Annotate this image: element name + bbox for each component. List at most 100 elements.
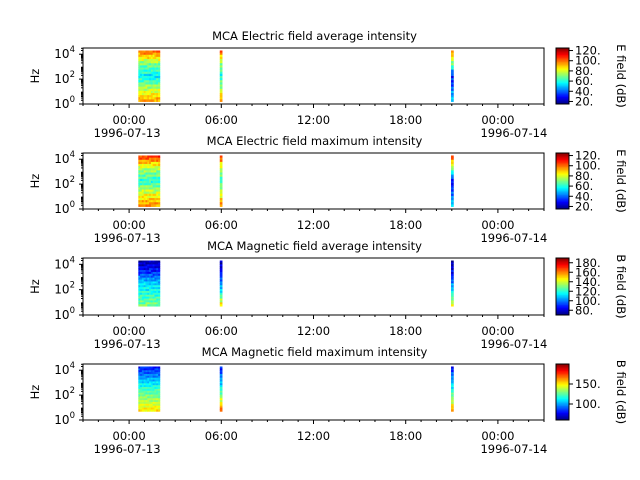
heat-cell bbox=[143, 185, 146, 188]
heat-cell bbox=[143, 264, 146, 267]
heat-cell bbox=[145, 95, 148, 98]
data-segment bbox=[219, 260, 223, 307]
heat-cell bbox=[156, 292, 159, 296]
heat-cell bbox=[143, 298, 146, 301]
heat-cell bbox=[147, 97, 150, 100]
heat-cell bbox=[145, 264, 148, 267]
colorbar-swatch bbox=[556, 63, 569, 66]
heat-cell bbox=[138, 161, 141, 165]
colorbar-swatch bbox=[556, 164, 569, 166]
heat-cell bbox=[156, 279, 159, 282]
colorbar-swatch bbox=[556, 76, 569, 78]
heat-cell bbox=[140, 84, 143, 88]
heat-cell bbox=[140, 377, 143, 380]
heat-cell bbox=[145, 65, 148, 68]
heat-cell bbox=[145, 183, 148, 186]
colorbar-swatch bbox=[556, 62, 569, 64]
heat-cell bbox=[141, 294, 145, 298]
colorbar-swatch bbox=[556, 408, 569, 411]
colorbar-swatch bbox=[556, 383, 569, 386]
heat-cell bbox=[140, 405, 143, 408]
colorbar-swatch bbox=[556, 84, 569, 87]
heat-cell bbox=[147, 407, 150, 410]
heat-cell bbox=[219, 90, 223, 94]
heat-cell bbox=[158, 285, 161, 288]
heat-cell bbox=[154, 377, 157, 380]
heat-cell bbox=[147, 52, 150, 56]
y-tick-exponent: 4 bbox=[70, 255, 75, 265]
heat-cell bbox=[140, 268, 143, 271]
heat-cell bbox=[219, 84, 223, 88]
heat-cell bbox=[156, 390, 159, 394]
heat-cell bbox=[147, 191, 150, 195]
heat-cell bbox=[219, 390, 223, 394]
heat-cell bbox=[138, 80, 141, 83]
y-tick-label: 102 bbox=[54, 281, 75, 297]
heat-cell bbox=[156, 370, 159, 373]
heat-cell bbox=[141, 195, 145, 199]
heat-cell bbox=[154, 69, 157, 73]
colorbar-tick-label: 100. bbox=[575, 54, 601, 68]
heat-cell bbox=[156, 71, 159, 75]
heat-cell bbox=[451, 90, 454, 94]
heat-cell bbox=[154, 281, 157, 284]
heat-cell bbox=[138, 388, 141, 392]
heat-cell bbox=[138, 159, 141, 163]
heat-cell bbox=[219, 275, 223, 279]
heat-cell bbox=[138, 204, 141, 207]
heat-cell bbox=[156, 300, 159, 303]
heat-cell bbox=[219, 298, 223, 301]
heat-cell bbox=[138, 290, 141, 294]
heat-cell bbox=[141, 281, 145, 284]
heat-cell bbox=[152, 388, 155, 392]
heat-cell bbox=[219, 266, 223, 269]
heat-cell bbox=[141, 372, 145, 375]
heat-cell bbox=[143, 266, 146, 269]
heat-cell bbox=[152, 373, 155, 377]
colorbar-tick-label: 120. bbox=[575, 284, 601, 298]
colorbar-swatch bbox=[556, 162, 569, 165]
heat-cell bbox=[156, 187, 159, 190]
heat-cell bbox=[451, 275, 454, 279]
heat-cell bbox=[154, 409, 157, 412]
heat-cell bbox=[149, 95, 152, 98]
colorbar-swatch bbox=[556, 410, 569, 412]
heat-cell bbox=[140, 396, 143, 399]
heat-cell bbox=[150, 166, 154, 169]
heat-cell bbox=[138, 262, 141, 265]
heat-cell bbox=[149, 279, 152, 282]
heat-cell bbox=[156, 168, 159, 171]
heat-cell bbox=[158, 99, 161, 102]
heat-cell bbox=[158, 370, 161, 373]
heat-cell bbox=[158, 170, 161, 173]
heat-cell bbox=[138, 292, 141, 296]
heat-cell bbox=[150, 174, 154, 178]
heat-cell bbox=[141, 370, 145, 373]
heat-cell bbox=[145, 166, 148, 169]
heat-cell bbox=[154, 398, 157, 401]
heat-cell bbox=[141, 302, 145, 305]
colorbar-swatch bbox=[556, 270, 569, 273]
heat-cell bbox=[147, 275, 150, 279]
heat-cell bbox=[156, 287, 159, 290]
heat-cell bbox=[140, 202, 143, 205]
heat-cell bbox=[147, 56, 150, 60]
heat-cell bbox=[143, 270, 146, 273]
heat-cell bbox=[451, 381, 454, 384]
date-end-label: 1996-07-14 bbox=[480, 442, 547, 456]
heat-cell bbox=[152, 279, 155, 282]
y-axis-label: Hz bbox=[28, 174, 42, 189]
colorbar-swatch bbox=[556, 387, 569, 390]
heat-cell bbox=[141, 304, 145, 307]
heat-cell bbox=[143, 401, 146, 405]
heat-cell bbox=[147, 387, 150, 390]
heat-cell bbox=[158, 198, 161, 201]
colorbar-swatch bbox=[556, 185, 569, 187]
heat-cell bbox=[451, 268, 454, 271]
heat-cell bbox=[138, 394, 141, 397]
x-tick-label: 00:00 bbox=[113, 429, 146, 443]
heat-cell bbox=[149, 67, 152, 71]
heat-cell bbox=[149, 396, 152, 399]
heat-cell bbox=[158, 84, 161, 88]
heat-cell bbox=[154, 93, 157, 96]
